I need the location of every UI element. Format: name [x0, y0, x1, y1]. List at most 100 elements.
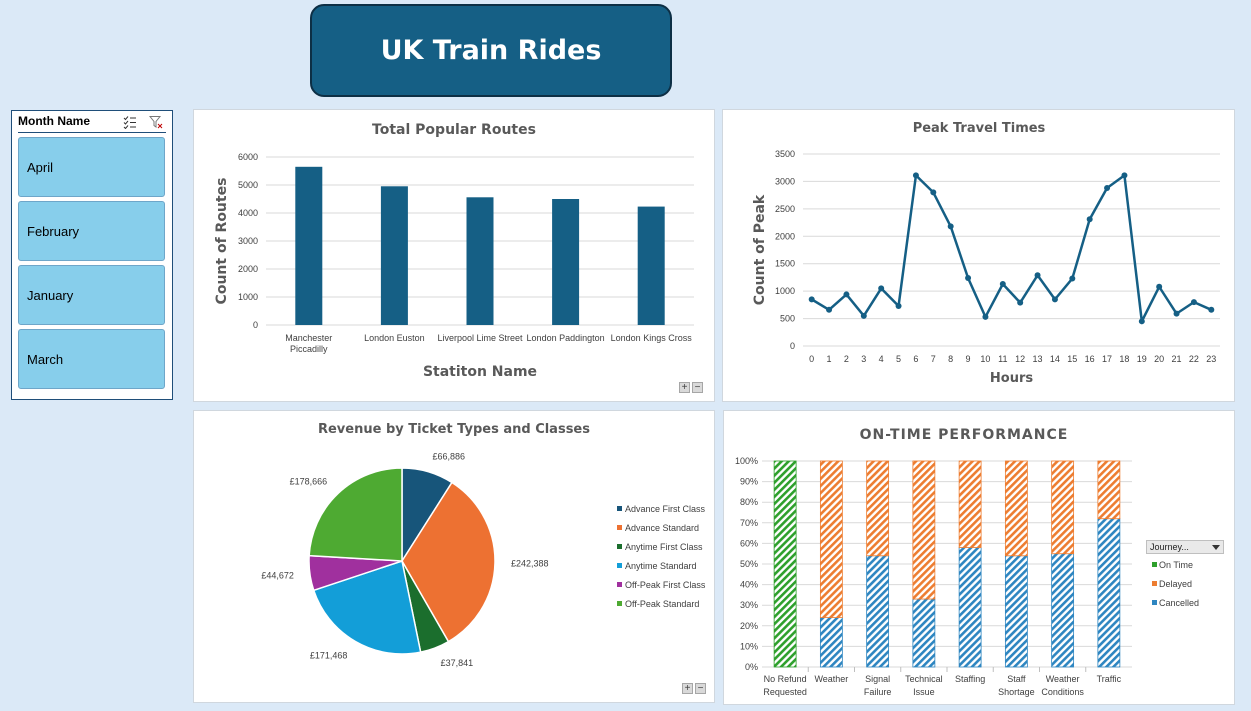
data-label: £171,468	[310, 650, 348, 660]
performance-stacked-chart: ON-TIME PERFORMANCE 0% 10% 20% 30% 40% 50% 60% 7…	[735, 427, 1199, 697]
revenue-chart-panel[interactable]: Revenue by Ticket Types and Classes £66,8…	[193, 410, 715, 703]
legend-swatch	[617, 582, 622, 587]
x-tick-label: 0	[809, 354, 814, 364]
peak-chart-panel[interactable]: Peak Travel Times 0 500 1000 1500 2000 2500 300…	[722, 109, 1235, 402]
y-tick-label: 20%	[740, 621, 758, 631]
chart-title: Total Popular Routes	[372, 122, 536, 138]
x-axis-title: Hours	[990, 371, 1033, 386]
x-tick-label: 14	[1050, 354, 1060, 364]
y-tick-label: 3500	[775, 149, 795, 159]
pie-slice	[308, 467, 403, 562]
data-point	[843, 291, 850, 298]
x-tick-label: 13	[1033, 354, 1043, 364]
legend-label: On Time	[1159, 560, 1193, 570]
data-point	[1017, 299, 1024, 306]
y-tick-label: 500	[780, 314, 795, 324]
x-tick-label: 5	[896, 354, 901, 364]
y-tick-label: 2000	[775, 231, 795, 241]
y-axis-title: Count of Routes	[214, 178, 230, 305]
data-label: £37,841	[441, 658, 474, 668]
x-tick-label: Shortage	[998, 687, 1035, 697]
data-point	[912, 172, 919, 179]
legend-swatch	[617, 544, 622, 549]
clear-filter-icon[interactable]	[149, 115, 163, 129]
legend-swatch	[617, 601, 622, 606]
bar	[466, 197, 494, 325]
stacked-bar-segment	[958, 547, 982, 668]
stacked-bar-segment	[819, 460, 843, 618]
data-point	[826, 306, 833, 313]
x-tick-label: 10	[980, 354, 990, 364]
collapse-button[interactable]: −	[695, 683, 706, 694]
x-tick-label: 4	[879, 354, 884, 364]
x-tick-label: Conditions	[1041, 687, 1084, 697]
x-tick-label: 23	[1206, 354, 1216, 364]
x-tick-label: 12	[1015, 354, 1025, 364]
y-tick-label: 4000	[238, 208, 258, 218]
x-tick-label: 2	[844, 354, 849, 364]
y-axis-title: Count of Peak	[752, 194, 768, 305]
data-point	[965, 274, 972, 281]
data-point	[1138, 318, 1145, 325]
y-tick-label: 80%	[740, 497, 758, 507]
x-tick-label: 21	[1172, 354, 1182, 364]
chart-title: Peak Travel Times	[913, 121, 1046, 136]
multi-select-icon[interactable]	[123, 115, 137, 129]
x-tick-label: London Euston	[364, 333, 425, 343]
y-tick-label: 10%	[740, 641, 758, 651]
month-slicer[interactable]: Month Name April February January March	[11, 110, 173, 400]
performance-chart-panel[interactable]: ON-TIME PERFORMANCE 0% 10% 20% 30% 40% 50% 60% 7…	[723, 410, 1235, 705]
dashboard-title: UK Train Rides	[310, 4, 672, 97]
x-tick-label: Requested	[763, 687, 807, 697]
slicer-item-february[interactable]: February	[18, 201, 165, 261]
data-point	[1086, 216, 1093, 223]
bar	[552, 199, 580, 325]
y-tick-label: 30%	[740, 600, 758, 610]
x-tick-label: Weather	[814, 674, 848, 684]
x-tick-label: 7	[931, 354, 936, 364]
data-point	[1034, 272, 1041, 279]
stacked-bar-segment	[1004, 460, 1028, 557]
stacked-bar-segment	[958, 460, 982, 548]
routes-bar-chart: Total Popular Routes 0 1000 2000 3000 4000 500…	[214, 122, 694, 380]
stacked-bar-segment	[773, 460, 797, 668]
x-tick-label: Staffing	[955, 674, 985, 684]
y-tick-label: 0%	[745, 662, 758, 672]
x-tick-label: 22	[1189, 354, 1199, 364]
chart-title: ON-TIME PERFORMANCE	[860, 427, 1069, 443]
y-tick-label: 0	[790, 341, 795, 351]
slicer-item-january[interactable]: January	[18, 265, 165, 325]
stacked-bar-segment	[1097, 460, 1121, 520]
stacked-bar-segment	[819, 617, 843, 668]
x-tick-label: 17	[1102, 354, 1112, 364]
slicer-item-april[interactable]: April	[18, 137, 165, 197]
pie-slice	[401, 481, 496, 643]
x-tick-label: 3	[861, 354, 866, 364]
y-tick-label: 3000	[238, 236, 258, 246]
y-tick-label: 5000	[238, 180, 258, 190]
x-axis-title: Statiton Name	[423, 364, 537, 380]
y-tick-label: 40%	[740, 580, 758, 590]
y-tick-label: 2500	[775, 204, 795, 214]
routes-chart-panel[interactable]: Total Popular Routes 0 1000 2000 3000 4000 500…	[193, 109, 715, 402]
stacked-bar-segment	[1051, 460, 1075, 555]
expand-button[interactable]: +	[682, 683, 693, 694]
slicer-item-march[interactable]: March	[18, 329, 165, 389]
x-tick-label: London Kings Cross	[611, 333, 693, 343]
x-tick-label: No Refund	[764, 674, 807, 684]
y-tick-label: 3000	[775, 176, 795, 186]
legend-label: Anytime First Class	[625, 542, 703, 552]
collapse-button[interactable]: −	[692, 382, 703, 393]
legend-label: Advance Standard	[625, 523, 699, 533]
legend-swatch	[617, 525, 622, 530]
expand-button[interactable]: +	[679, 382, 690, 393]
x-tick-label: Manchester	[285, 333, 332, 343]
data-point	[1208, 306, 1215, 313]
bar	[380, 186, 408, 325]
stacked-bar-segment	[866, 555, 890, 668]
data-point	[982, 313, 989, 320]
y-tick-label: 100%	[735, 456, 758, 466]
pie-slice	[312, 560, 422, 655]
x-tick-label: Issue	[913, 687, 935, 697]
journey-filter-dropdown[interactable]: Journey...	[1146, 540, 1224, 554]
